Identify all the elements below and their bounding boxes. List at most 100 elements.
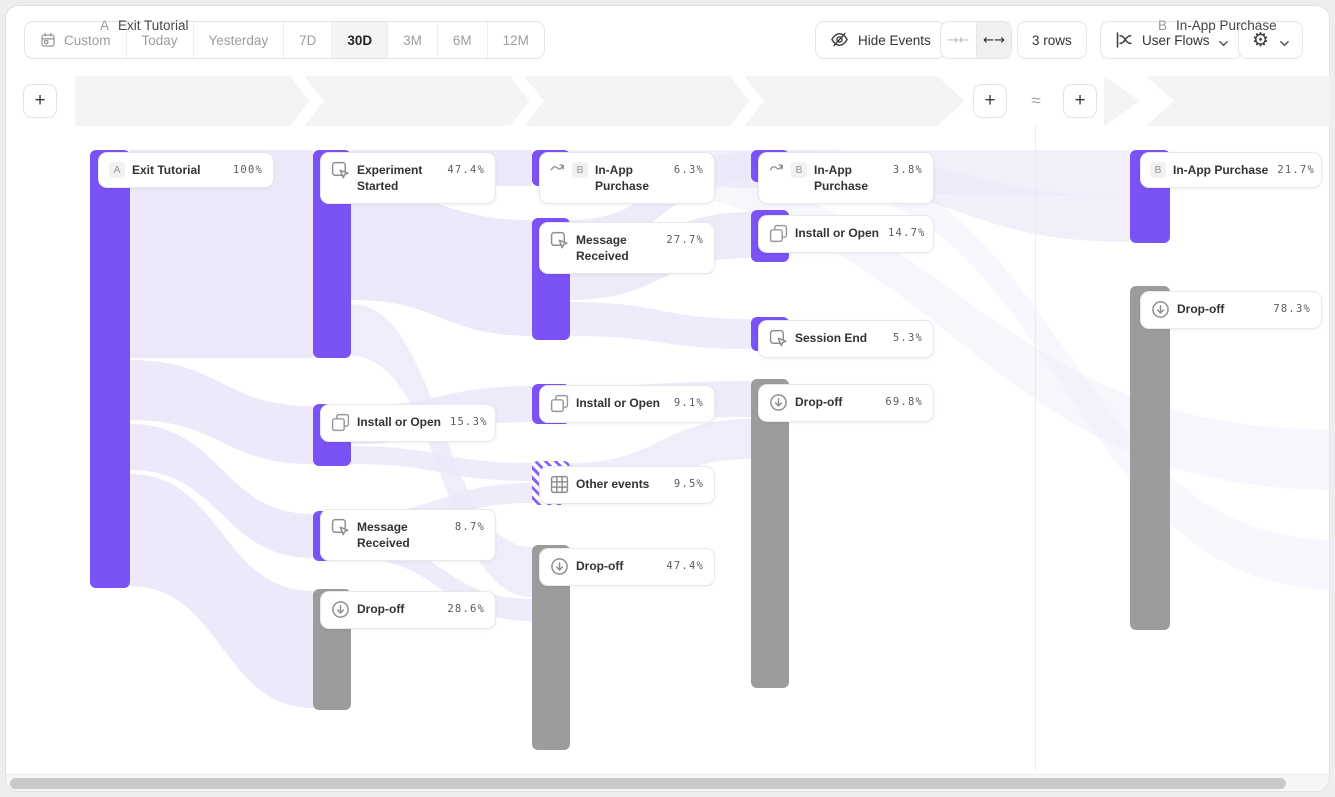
node-percent: 5.3% — [892, 332, 923, 344]
gear-icon: ⚙ — [1252, 28, 1270, 51]
range-7d[interactable]: 7D — [284, 22, 333, 58]
node-drop-off-b[interactable]: Drop-off 78.3% — [1140, 291, 1322, 329]
node-label: Session End — [795, 331, 868, 345]
node-label: Experiment Started — [357, 163, 423, 194]
collapse-columns-button[interactable]: →← — [947, 32, 970, 48]
node-label: Install or Open — [357, 415, 442, 429]
node-drop-off[interactable]: Drop-off 47.4% — [539, 548, 715, 586]
flow-b-header-band — [1146, 76, 1330, 126]
bar-drop-off-4[interactable] — [751, 379, 789, 688]
flow-break-symbol: ≈ — [1022, 76, 1050, 126]
node-label: Drop-off — [357, 602, 405, 616]
flow-divider — [1035, 76, 1036, 770]
add-step-flow-a-end-button[interactable]: + — [973, 84, 1007, 118]
flow-b-badge: B — [791, 162, 807, 178]
expand-columns-button[interactable]: ←→ — [976, 22, 1011, 58]
jump-icon — [550, 161, 565, 174]
range-30d[interactable]: 30D — [332, 22, 389, 58]
node-in-app-purchase-link[interactable]: B In-App Purchase 3.8% — [758, 152, 934, 205]
node-percent: 9.1% — [673, 397, 704, 409]
node-percent: 78.3% — [1273, 303, 1311, 315]
node-install-or-open[interactable]: Install or Open 9.1% — [539, 385, 715, 423]
click-icon — [331, 161, 350, 180]
flow-b-title: B In-App Purchase — [1158, 17, 1277, 33]
rows-button[interactable]: 3 rows — [1017, 21, 1087, 59]
settings-dropdown[interactable]: ⚙ — [1238, 21, 1304, 59]
node-label: Install or Open — [576, 396, 661, 410]
node-label: Other events — [576, 477, 650, 491]
flow-b-badge: B — [1150, 162, 1166, 178]
node-drop-off[interactable]: Drop-off 69.8% — [758, 384, 934, 422]
node-experiment-started[interactable]: Experiment Started 47.4% — [320, 152, 496, 205]
range-3m[interactable]: 3M — [388, 22, 438, 58]
flow-b-badge: B — [572, 162, 588, 178]
bar-exit-tutorial[interactable] — [90, 150, 130, 588]
horizontal-scrollbar-thumb[interactable] — [10, 778, 1286, 789]
node-install-or-open[interactable]: Install or Open 15.3% — [320, 404, 496, 442]
calendar-icon — [40, 32, 56, 48]
dropoff-icon — [550, 557, 569, 576]
user-flows-icon — [1115, 31, 1133, 49]
node-percent: 15.3% — [450, 416, 488, 428]
node-label: In-App Purchase — [595, 163, 650, 194]
grid-icon — [550, 475, 569, 494]
range-today[interactable]: Today — [127, 22, 194, 58]
click-icon — [769, 329, 788, 348]
node-label: Drop-off — [576, 559, 624, 573]
node-percent: 3.8% — [892, 164, 923, 176]
add-step-left-button[interactable]: + — [23, 84, 57, 118]
node-label: Drop-off — [1177, 302, 1225, 316]
click-icon — [550, 231, 569, 250]
range-12m[interactable]: 12M — [502, 32, 529, 48]
flow-a-badge: A — [109, 162, 125, 178]
node-in-app-purchase-b[interactable]: B In-App Purchase 21.7% — [1140, 152, 1322, 189]
hide-events-button[interactable]: Hide Events — [815, 21, 946, 59]
node-percent: 28.6% — [447, 603, 485, 615]
eye-off-icon — [830, 30, 849, 49]
copy-icon — [331, 413, 350, 432]
node-percent: 47.4% — [666, 560, 704, 572]
range-6m[interactable]: 6M — [438, 22, 488, 58]
node-percent: 69.8% — [885, 396, 923, 408]
range-custom[interactable]: Custom — [25, 22, 127, 58]
node-label: In-App Purchase — [1173, 163, 1269, 177]
date-range-picker: Custom Today Yesterday 7D 30D 3M 6M 12M — [24, 21, 545, 59]
flow-a-title: A Exit Tutorial — [100, 17, 189, 33]
click-icon — [331, 518, 350, 537]
node-in-app-purchase-link[interactable]: B In-App Purchase 6.3% — [539, 152, 715, 205]
node-label: Install or Open — [795, 226, 880, 240]
node-session-end[interactable]: Session End 5.3% — [758, 320, 934, 358]
range-yesterday[interactable]: Yesterday — [194, 22, 285, 58]
node-percent: 47.4% — [447, 164, 485, 176]
node-percent: 14.7% — [888, 227, 926, 239]
node-percent: 9.5% — [673, 478, 704, 490]
chevron-down-icon — [1218, 36, 1228, 46]
node-drop-off[interactable]: Drop-off 28.6% — [320, 591, 496, 629]
chevron-down-icon — [1280, 36, 1289, 46]
node-label: In-App Purchase — [814, 163, 869, 194]
copy-icon — [769, 224, 788, 243]
node-percent: 6.3% — [673, 164, 704, 176]
view-type-dropdown[interactable]: User Flows — [1100, 21, 1243, 59]
node-exit-tutorial[interactable]: A Exit Tutorial 100% — [98, 152, 274, 189]
dropoff-icon — [769, 393, 788, 412]
node-label: Exit Tutorial — [132, 163, 201, 177]
node-percent: 8.7% — [454, 521, 485, 533]
node-percent: 100% — [232, 164, 263, 176]
node-message-received[interactable]: Message Received 8.7% — [320, 509, 496, 562]
node-label: Message Received — [357, 520, 410, 551]
copy-icon — [550, 394, 569, 413]
node-percent: 21.7% — [1277, 164, 1315, 176]
range-label: Custom — [64, 32, 111, 48]
add-step-flow-b-button[interactable]: + — [1063, 84, 1097, 118]
dropoff-icon — [1151, 300, 1170, 319]
node-install-or-open[interactable]: Install or Open 14.7% — [758, 215, 934, 253]
dropoff-icon — [331, 600, 350, 619]
horizontal-scrollbar-track[interactable] — [6, 774, 1329, 791]
node-other-events[interactable]: Other events 9.5% — [539, 466, 715, 504]
node-percent: 27.7% — [666, 234, 704, 246]
jump-icon — [769, 161, 784, 174]
bar-drop-off-b[interactable] — [1130, 286, 1170, 630]
node-message-received[interactable]: Message Received 27.7% — [539, 222, 715, 275]
